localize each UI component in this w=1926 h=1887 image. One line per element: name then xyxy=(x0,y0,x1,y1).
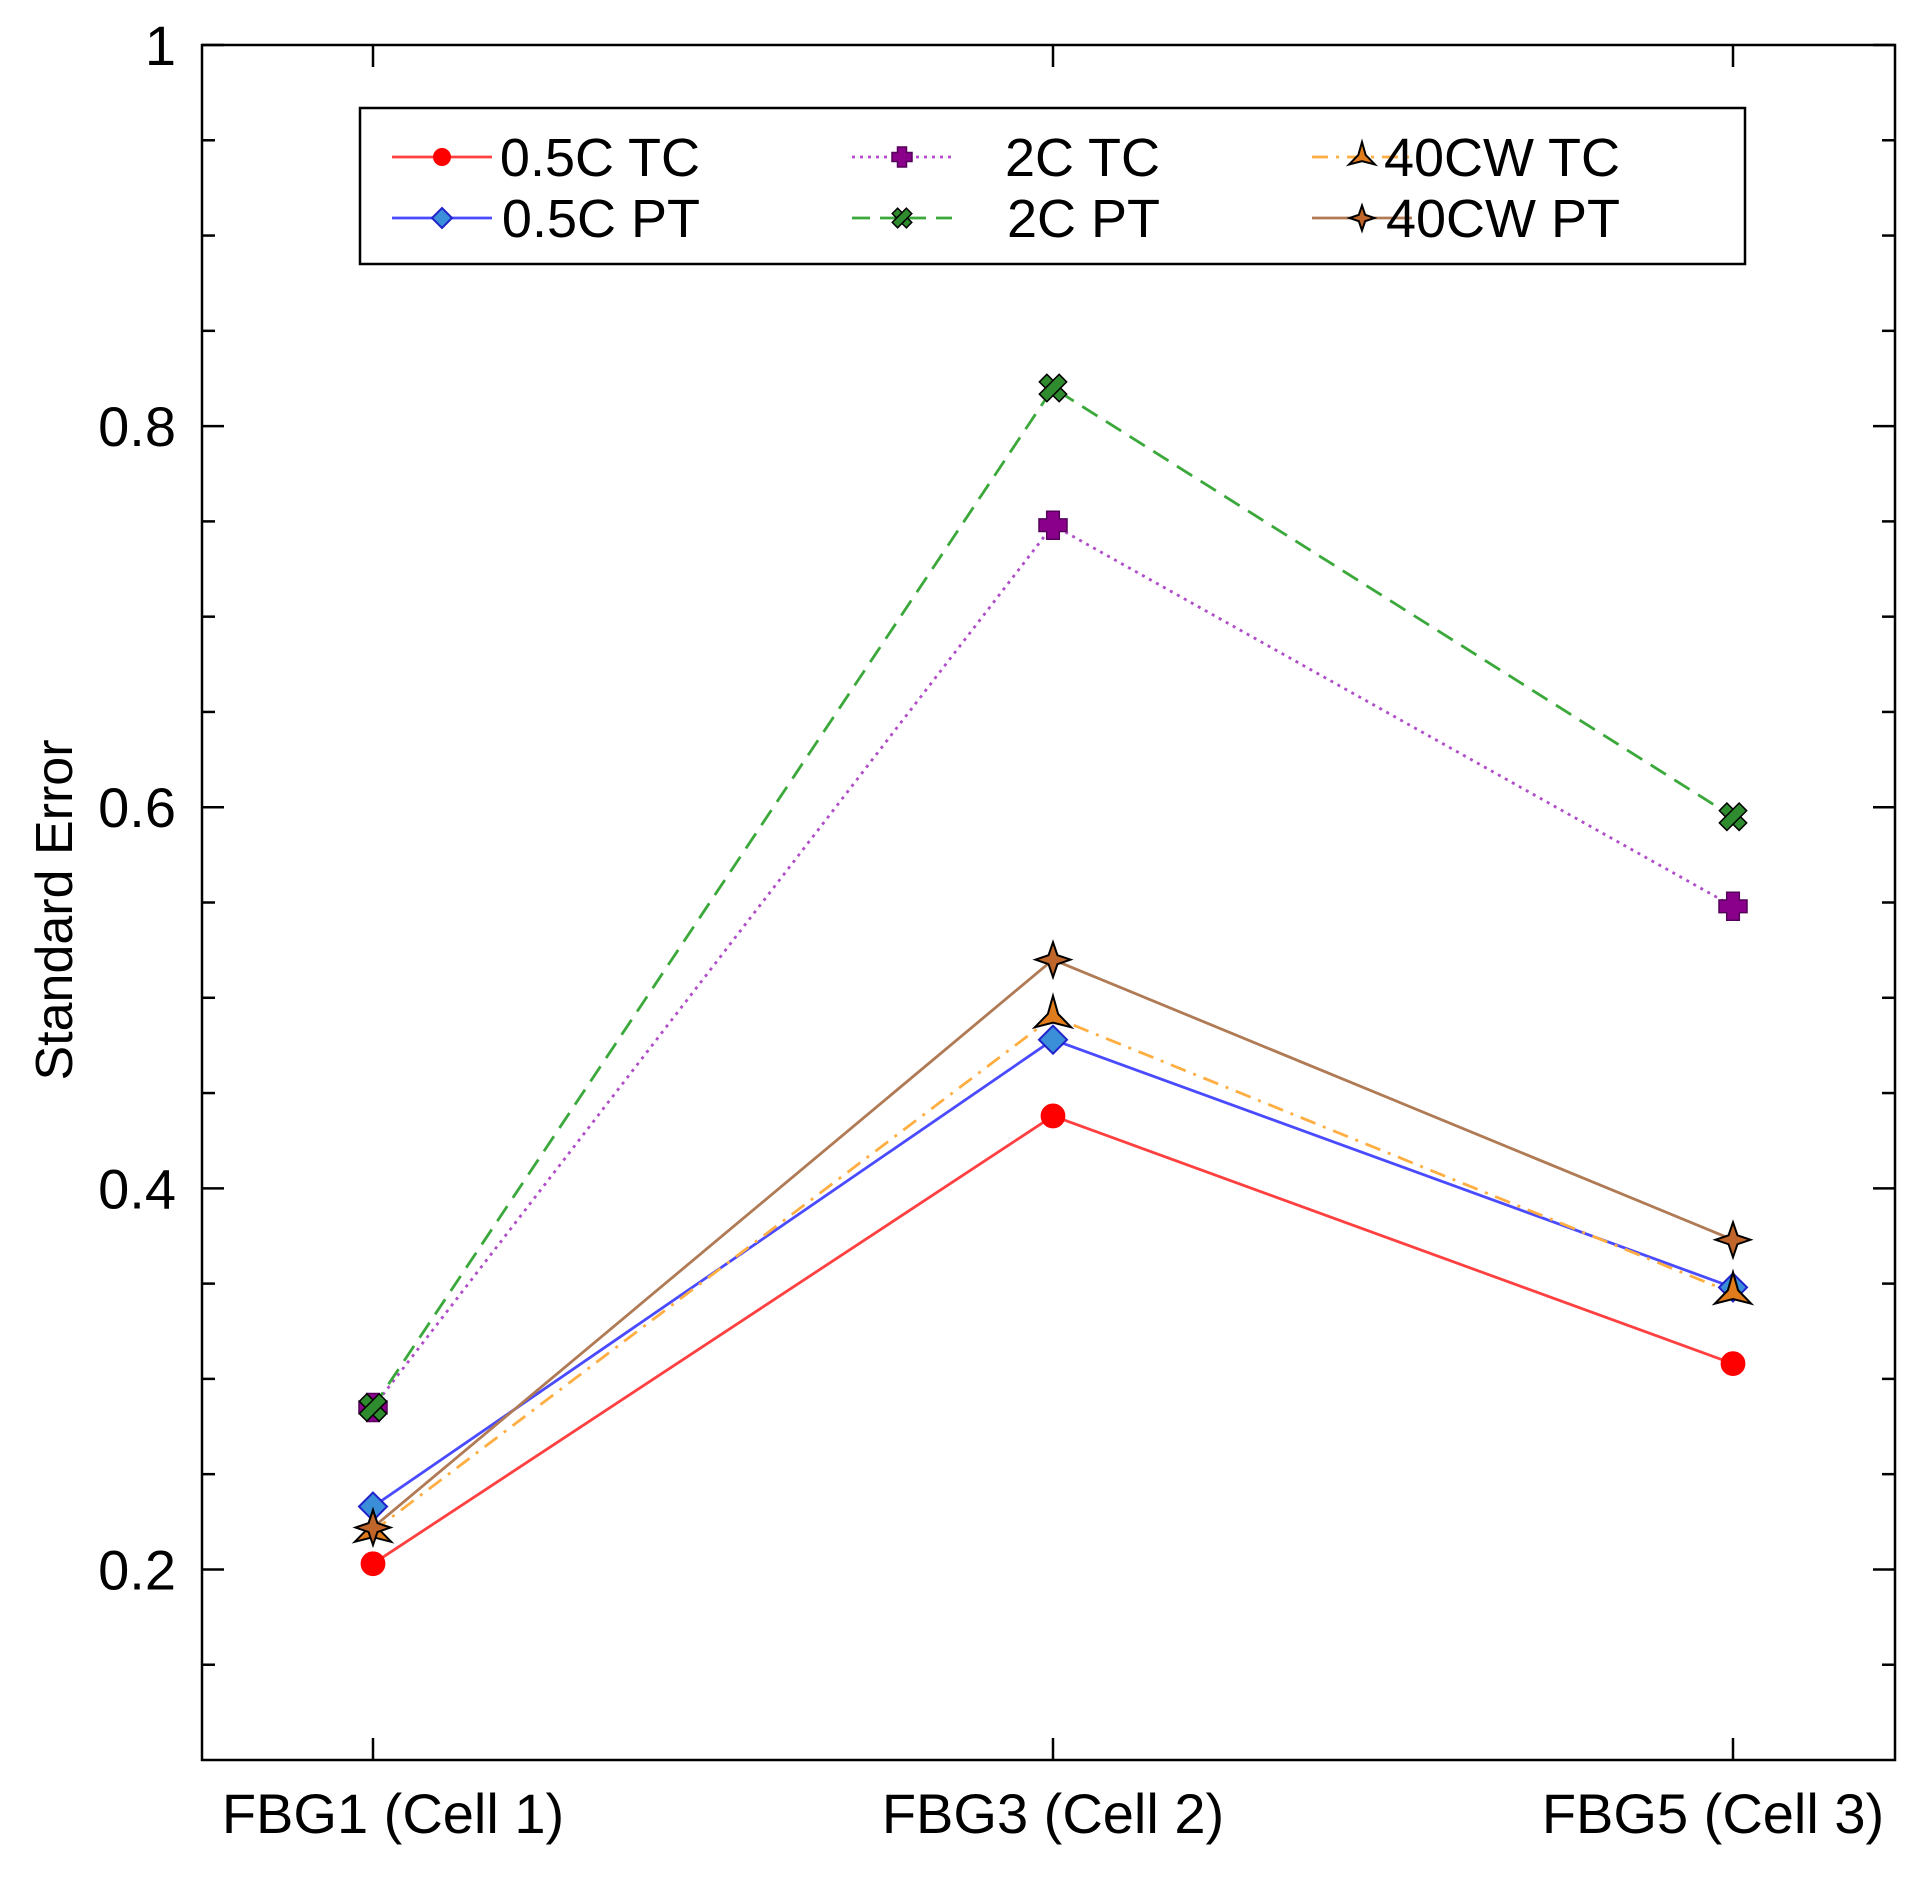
series-line-5 xyxy=(372,1015,1734,1533)
y-tick-label: 0.2 xyxy=(98,1538,176,1601)
plot-frame xyxy=(200,43,1897,1762)
data-point-5-2 xyxy=(1031,992,1075,1030)
legend-label: 0.5C TC xyxy=(500,128,700,188)
legend-label: 40CW TC xyxy=(1384,128,1620,188)
x-tick-label: FBG3 (Cell 2) xyxy=(882,1782,1224,1845)
data-point-3-2 xyxy=(1038,510,1068,540)
legend-marker xyxy=(430,206,454,230)
legend-label: 2C TC xyxy=(1005,128,1160,188)
data-point-6-2 xyxy=(1032,939,1074,981)
data-point-4-1 xyxy=(358,1392,388,1423)
x-tick-label: FBG5 (Cell 3) xyxy=(1542,1782,1884,1845)
data-point-2-2 xyxy=(1037,1024,1069,1056)
y-tick-label: 1 xyxy=(145,14,176,77)
data-point-6-1 xyxy=(352,1506,394,1549)
legend-marker xyxy=(433,148,451,166)
data-point-4-3 xyxy=(1718,802,1748,832)
data-point-5-3 xyxy=(1711,1268,1755,1306)
y-tick-label: 0.6 xyxy=(98,776,176,839)
x-tick-label: FBG1 (Cell 1) xyxy=(222,1782,564,1845)
y-tick-label: 0.4 xyxy=(98,1157,176,1220)
data-point-1-2 xyxy=(1040,1103,1066,1129)
data-point-4-2 xyxy=(1038,373,1068,403)
legend-marker xyxy=(891,207,913,229)
legend-label: 2C PT xyxy=(1007,189,1160,249)
series-line-4 xyxy=(371,386,1734,1409)
legend-label: 0.5C PT xyxy=(502,189,700,249)
data-point-1-3 xyxy=(1720,1351,1746,1377)
series-line-1 xyxy=(372,1114,1734,1565)
data-point-3-3 xyxy=(1718,891,1748,922)
y-tick-label: 0.8 xyxy=(98,395,176,458)
legend-marker xyxy=(1346,202,1378,234)
legend-marker xyxy=(1345,138,1379,167)
legend-label: 40CW PT xyxy=(1386,189,1620,249)
legend-marker xyxy=(891,146,913,168)
data-point-6-3 xyxy=(1712,1219,1754,1261)
y-axis-title: Standard Error xyxy=(26,739,84,1080)
legend-box xyxy=(358,106,1747,266)
data-point-1-1 xyxy=(360,1551,386,1577)
